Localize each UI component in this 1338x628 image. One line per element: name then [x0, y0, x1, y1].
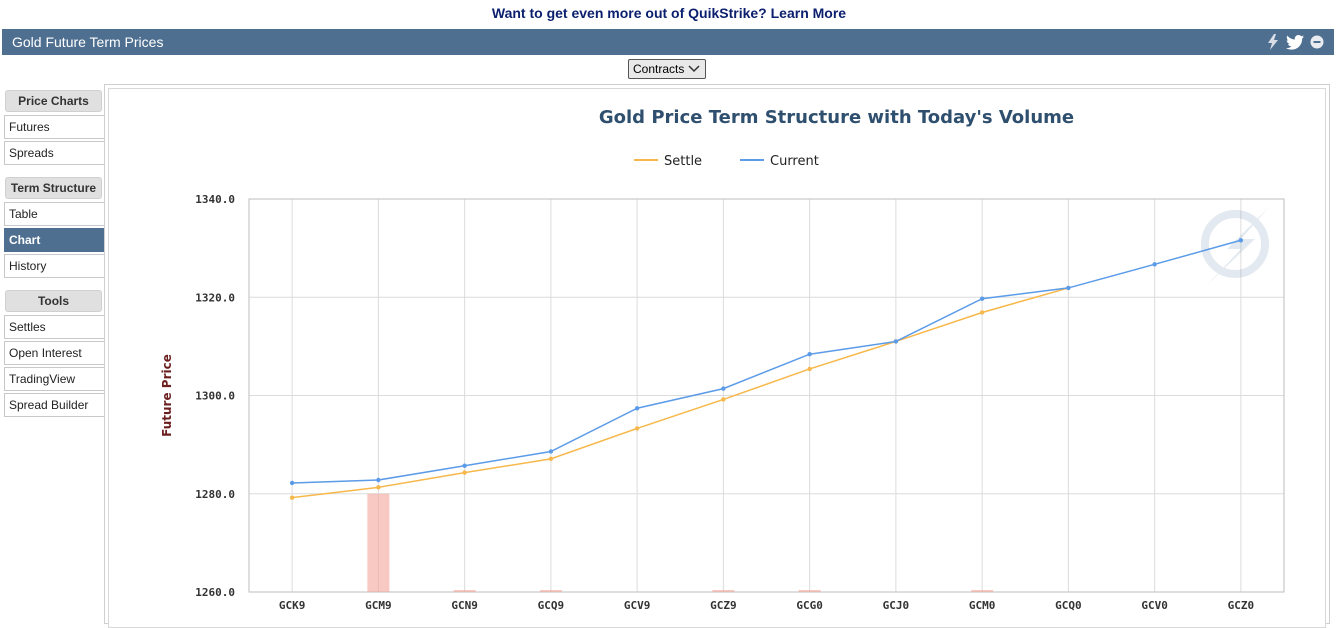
x-tick-label: GCZ0 — [1228, 599, 1255, 612]
panel-header: Gold Future Term Prices — [2, 29, 1334, 55]
x-tick-label: GCV0 — [1141, 599, 1168, 612]
sidebar-item-open-interest[interactable]: Open Interest — [4, 341, 104, 365]
x-tick-label: GCQ9 — [538, 599, 565, 612]
y-tick-label: 1340.0 — [195, 193, 235, 206]
sidebar-item-table[interactable]: Table — [4, 202, 104, 226]
data-point-current — [548, 449, 554, 454]
volume-bar-gcg0 — [798, 590, 821, 592]
learn-more-link[interactable]: Learn More — [770, 5, 847, 21]
collapse-icon[interactable] — [1308, 33, 1326, 51]
lightning-icon[interactable] — [1264, 33, 1282, 51]
data-point-current — [289, 480, 295, 486]
data-point-current — [979, 296, 985, 301]
x-tick-label: GCM9 — [365, 599, 392, 612]
sidebar-item-spreads[interactable]: Spreads — [4, 141, 104, 165]
sidebar-item-futures[interactable]: Futures — [4, 115, 104, 139]
term-structure-chart: Gold Price Term Structure with Today's V… — [160, 107, 1285, 612]
panel-title: Gold Future Term Prices — [12, 34, 164, 50]
promo-text: Want to get even more out of QuikStrike? — [491, 5, 767, 21]
data-point-current — [721, 386, 726, 391]
quikstrike-watermark-icon — [1201, 207, 1269, 285]
y-tick-label: 1320.0 — [195, 291, 235, 304]
x-tick-label: GCV9 — [624, 599, 651, 612]
volume-bar-gcq9 — [539, 590, 562, 592]
data-point-current — [1152, 262, 1157, 267]
data-point-current — [376, 477, 381, 483]
volume-bar-gcm0 — [971, 590, 994, 592]
contracts-dropdown[interactable]: Contracts — [628, 59, 706, 79]
promo-banner: Want to get even more out of QuikStrike?… — [0, 0, 1338, 28]
x-tick-label: GCJ0 — [883, 599, 910, 612]
chart-container: Gold Price Term Structure with Today's V… — [108, 88, 1326, 628]
sidebar-item-settles[interactable]: Settles — [4, 315, 104, 339]
data-point-current — [1238, 238, 1244, 243]
volume-bar-gcz9 — [712, 590, 735, 592]
y-axis-label: Future Price — [160, 354, 174, 437]
data-point-current — [634, 406, 640, 411]
twitter-icon[interactable] — [1286, 33, 1304, 51]
sidebar-item-tradingview[interactable]: TradingView — [4, 367, 104, 391]
series-line-current — [292, 239, 1242, 484]
sidebar-group-tools: Tools — [5, 290, 102, 312]
y-tick-label: 1280.0 — [195, 488, 235, 501]
chart-title: Gold Price Term Structure with Today's V… — [599, 107, 1074, 128]
x-tick-label: GCN9 — [451, 599, 478, 612]
plot-border — [248, 198, 1285, 593]
x-tick-label: GCM0 — [969, 599, 996, 612]
volume-bar-gcm9 — [367, 493, 390, 592]
legend-item-settle: Settle — [664, 154, 702, 169]
data-point-settle — [289, 495, 295, 500]
x-tick-label: GCZ9 — [710, 599, 737, 612]
data-point-current — [1066, 285, 1071, 291]
contracts-label: Contracts — [633, 62, 685, 76]
y-tick-label: 1300.0 — [195, 390, 235, 403]
data-point-current — [807, 352, 812, 357]
series-line-settle — [292, 287, 1069, 499]
data-point-settle — [807, 366, 812, 372]
x-tick-label: GCG0 — [796, 599, 823, 612]
data-point-settle — [376, 485, 381, 490]
x-tick-label: GCK9 — [279, 599, 306, 612]
chevron-down-icon — [688, 65, 700, 73]
volume-bar-gcn9 — [453, 590, 476, 592]
sidebar-group-price-charts: Price Charts — [5, 90, 102, 112]
sidebar: Price Charts Futures Spreads Term Struct… — [4, 90, 104, 419]
data-point-settle — [634, 426, 640, 431]
sidebar-item-chart[interactable]: Chart — [4, 228, 104, 252]
sidebar-item-spread-builder[interactable]: Spread Builder — [4, 393, 104, 417]
data-point-settle — [548, 456, 554, 462]
sidebar-item-history[interactable]: History — [4, 254, 104, 278]
data-point-settle — [979, 310, 985, 315]
x-tick-label: GCQ0 — [1055, 599, 1082, 612]
sidebar-group-term-structure: Term Structure — [5, 177, 102, 199]
y-tick-label: 1260.0 — [195, 586, 235, 599]
data-point-current — [893, 339, 899, 344]
data-point-settle — [721, 397, 726, 402]
legend-item-current: Current — [770, 154, 819, 169]
data-point-current — [462, 463, 467, 468]
data-point-settle — [462, 470, 467, 475]
